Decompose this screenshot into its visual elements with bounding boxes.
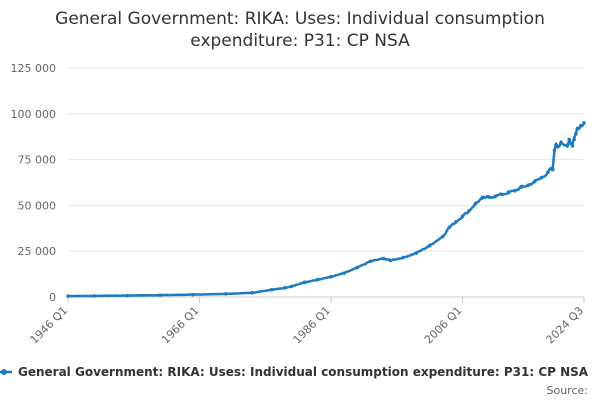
data-point[interactable] <box>573 132 578 136</box>
data-point[interactable] <box>575 126 580 131</box>
data-point[interactable] <box>500 192 504 197</box>
data-point[interactable] <box>447 225 452 230</box>
x-tick-label: 1946 Q1 <box>28 304 71 347</box>
data-point[interactable] <box>467 209 471 213</box>
y-axis-ticks: 0 25 000 50 000 75 000 100 000 125 000 <box>11 62 57 304</box>
data-point[interactable] <box>388 258 392 263</box>
data-point[interactable] <box>427 243 432 248</box>
data-point[interactable] <box>355 265 360 270</box>
data-point[interactable] <box>401 255 406 260</box>
data-point[interactable] <box>302 280 307 285</box>
data-point[interactable] <box>555 144 560 149</box>
data-point[interactable] <box>572 137 576 142</box>
data-point[interactable] <box>440 234 445 239</box>
data-point[interactable] <box>329 275 333 279</box>
data-point[interactable] <box>223 292 228 296</box>
data-point[interactable] <box>486 195 491 199</box>
data-point[interactable] <box>550 167 555 172</box>
data-point[interactable] <box>250 290 254 295</box>
legend[interactable]: General Government: RIKA: Uses: Individu… <box>0 365 589 379</box>
data-point[interactable] <box>342 271 346 275</box>
y-tick-label: 75 000 <box>18 154 57 167</box>
x-tick-label: 2024 Q3 <box>544 304 587 347</box>
data-point[interactable] <box>546 170 550 175</box>
data-point[interactable] <box>570 144 575 148</box>
series-layer <box>66 121 586 298</box>
y-tick-label: 50 000 <box>18 199 57 212</box>
chart-title-line2: expenditure: P31: CP NSA <box>190 31 410 51</box>
y-tick-label: 125 000 <box>11 62 57 75</box>
x-tick-label: 1966 Q1 <box>159 304 202 347</box>
data-point[interactable] <box>493 194 498 199</box>
x-tick-label: 2006 Q1 <box>422 304 465 347</box>
data-point[interactable] <box>567 137 572 142</box>
data-point[interactable] <box>473 201 478 206</box>
data-point[interactable] <box>381 256 386 261</box>
data-point[interactable] <box>368 259 373 264</box>
data-point[interactable] <box>559 141 563 145</box>
data-point[interactable] <box>125 293 129 298</box>
chart-title: General Government: RIKA: Uses: Individu… <box>55 9 545 51</box>
data-point[interactable] <box>480 196 484 200</box>
data-point[interactable] <box>315 277 320 282</box>
data-point[interactable] <box>526 183 530 188</box>
data-point[interactable] <box>92 294 97 298</box>
data-point[interactable] <box>269 287 274 292</box>
legend-label: General Government: RIKA: Uses: Individu… <box>18 365 589 379</box>
legend-marker-dot <box>1 369 7 375</box>
grid-lines <box>68 67 584 298</box>
data-point[interactable] <box>578 123 583 128</box>
data-point[interactable] <box>582 121 586 125</box>
data-point[interactable] <box>460 214 465 219</box>
data-point[interactable] <box>513 188 517 193</box>
y-tick-label: 25 000 <box>18 245 57 258</box>
data-point[interactable] <box>414 251 419 255</box>
data-point[interactable] <box>565 143 570 147</box>
data-point[interactable] <box>552 148 557 153</box>
data-point[interactable] <box>539 176 544 180</box>
data-point[interactable] <box>289 284 294 289</box>
data-point[interactable] <box>66 294 70 298</box>
data-point[interactable] <box>532 179 537 184</box>
data-point[interactable] <box>191 292 195 297</box>
x-tick-label: 1986 Q1 <box>291 304 334 347</box>
data-point[interactable] <box>158 293 162 297</box>
data-point[interactable] <box>519 185 524 189</box>
chart-title-line1: General Government: RIKA: Uses: Individu… <box>55 9 545 29</box>
data-point[interactable] <box>454 220 458 224</box>
data-point[interactable] <box>506 190 511 195</box>
y-tick-label: 0 <box>49 291 56 304</box>
source-label: Source: <box>547 384 589 397</box>
y-tick-label: 100 000 <box>11 108 57 121</box>
data-point[interactable] <box>569 141 573 145</box>
data-point[interactable] <box>283 286 287 290</box>
series-line[interactable] <box>67 122 586 298</box>
x-axis: 1946 Q1 1966 Q1 1986 Q1 2006 Q1 2024 Q3 <box>28 296 587 347</box>
